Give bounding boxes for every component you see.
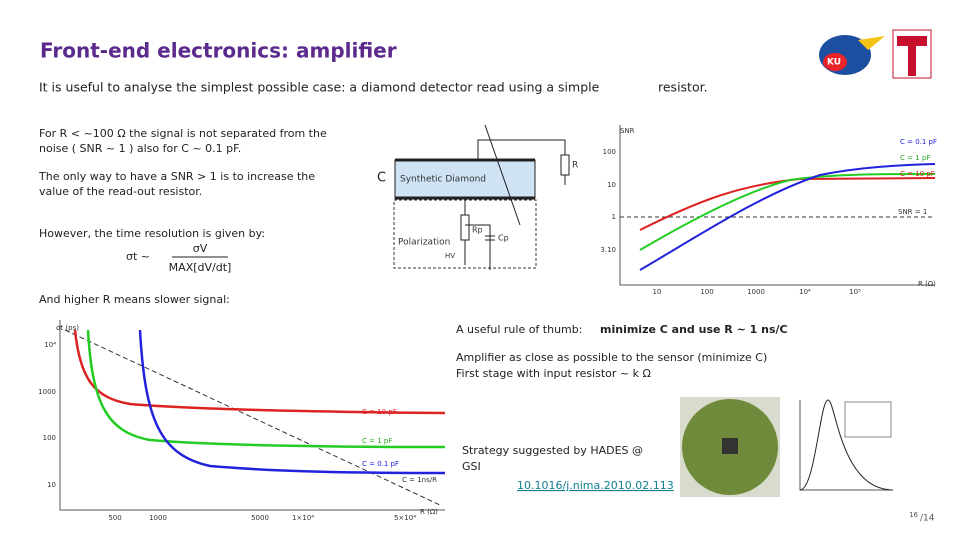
legend: C = 10 pF — [362, 408, 397, 416]
legend: C = 10 pF — [900, 170, 935, 178]
bullet: value of the read-out resistor. — [39, 185, 202, 198]
label: HV — [445, 252, 455, 260]
text: GSI — [462, 460, 481, 473]
logo-ku: KU — [819, 35, 885, 75]
tick-label: 3.10 — [600, 246, 616, 254]
threshold: SNR = 1 — [898, 208, 927, 216]
tick-label: 10⁵ — [849, 288, 861, 296]
tick-label: 10 — [653, 288, 662, 296]
board-photo — [680, 397, 780, 497]
tick-label: 1000 — [38, 388, 56, 396]
tick-label: 10 — [47, 481, 56, 489]
page-number: 16 — [909, 511, 918, 519]
tick-label: 100 — [43, 434, 56, 442]
tick-label: 10⁴ — [44, 341, 56, 349]
circuit — [393, 124, 570, 270]
title: Front-end electronics: amplifier — [40, 39, 397, 63]
tick-label: 100 — [700, 288, 713, 296]
svg-text:KU: KU — [827, 58, 841, 68]
tick-label: 5000 — [251, 514, 269, 522]
logo-tu — [892, 29, 932, 79]
formula: σV — [193, 242, 208, 255]
label: C — [377, 171, 386, 186]
subtitle: It is useful to analyse the simplest pos… — [39, 80, 600, 95]
text: Strategy suggested by HADES @ — [462, 444, 643, 457]
formula: σt ~ — [126, 250, 150, 263]
gaussian-plot — [790, 397, 895, 495]
axis-title: σt (ps) — [56, 324, 79, 332]
legend: C = 1 pF — [900, 154, 930, 162]
text: Amplifier as close as possible to the se… — [456, 351, 767, 364]
label: Polarization — [398, 238, 450, 248]
subtitle-end: resistor. — [658, 80, 708, 95]
tick-label: 1×10⁴ — [292, 514, 314, 522]
bullet: noise ( SNR ~ 1 ) also for C ~ 0.1 pF. — [39, 142, 241, 155]
bullet: The only way to have a SNR > 1 is to inc… — [38, 170, 315, 183]
tick-label: 1000 — [149, 514, 167, 522]
tick-label: 10 — [607, 181, 616, 189]
tick-label: 10⁴ — [799, 288, 811, 296]
legend: C = 1ns/R — [402, 476, 437, 484]
axis-title: R (Ω) — [420, 508, 438, 516]
bullet: And higher R means slower signal: — [39, 293, 230, 306]
label: Synthetic Diamond — [400, 175, 486, 185]
axis-title: R (Ω) — [918, 280, 936, 288]
label: Rp — [472, 226, 483, 235]
legend: C = 0.1 pF — [362, 460, 399, 468]
tick-label: 1000 — [747, 288, 765, 296]
label: Cp — [498, 234, 509, 243]
text: First stage with input resistor ~ k Ω — [456, 367, 651, 380]
legend: C = 1 pF — [362, 437, 392, 445]
page-total: /14 — [920, 514, 935, 524]
bullet: However, the time resolution is given by… — [39, 227, 265, 240]
label: R — [572, 161, 578, 171]
snr-plot — [619, 125, 936, 286]
axis-title: SNR — [620, 127, 635, 135]
text: minimize C and use R ~ 1 ns/C — [600, 323, 788, 336]
tick-label: 100 — [603, 148, 616, 156]
tick-label: 500 — [108, 514, 121, 522]
tick-label: 1 — [612, 213, 616, 221]
doi-link[interactable]: 10.1016/j.nima.2010.02.113 — [517, 479, 674, 492]
rt-plot — [59, 320, 446, 511]
legend: C = 0.1 pF — [900, 138, 937, 146]
tick-label: 5×10⁴ — [394, 514, 416, 522]
formula: MAX[dV/dt] — [169, 261, 232, 274]
text: A useful rule of thumb: — [456, 323, 582, 336]
bullet: For R < ~100 Ω the signal is not separat… — [39, 127, 327, 140]
